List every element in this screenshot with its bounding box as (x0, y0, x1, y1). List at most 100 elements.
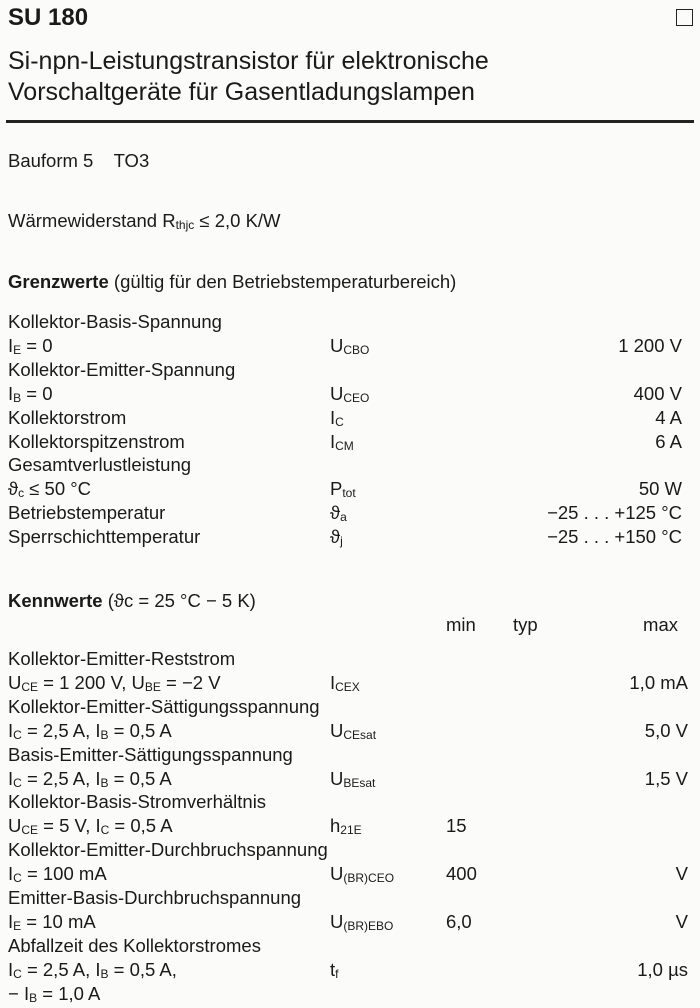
label-text: Emitter-Basis-Durchbruchspannung (8, 887, 302, 908)
label-text: = 100 mA (21, 863, 107, 885)
table-row: IE = 10 mA U(BR)EBO 6,0 V (8, 911, 692, 935)
label-text: = 1 200 V, U (38, 671, 145, 693)
label-text: Gesamtverlustleistung (8, 454, 192, 476)
symbol-sub: j (340, 534, 343, 549)
symbol-text: ϑ (330, 526, 341, 548)
parameter-label: Kollektor-Emitter-Durchbruchspannung (8, 839, 328, 861)
table-row: UCE = 1 200 V, UBE = −2 V ICEX 1,0 mA (8, 672, 692, 696)
symbol: U(BR)EBO (330, 911, 393, 933)
label-sub: B (100, 966, 109, 981)
parameter-label: IC = 2,5 A, IB = 0,5 A (8, 720, 172, 742)
limits-title: Grenzwerte (8, 271, 109, 292)
parameter-label: Betriebstemperatur (8, 502, 165, 524)
table-row: Kollektorspitzenstrom ICM 6 A (8, 431, 692, 455)
label-text: = 0,5 A (109, 815, 173, 837)
label-text: Kollektor-Basis-Spannung (8, 311, 222, 332)
label-text: = 1,0 A (37, 982, 101, 1004)
page-title: Si-npn-Leistungstransistor für elektroni… (8, 46, 489, 108)
max-value: −25 . . . +125 °C (547, 502, 682, 524)
label-text: I (8, 910, 14, 932)
symbol: Ptot (330, 478, 356, 500)
divider (6, 120, 694, 123)
symbol-text: h (330, 815, 341, 837)
table-row: IE = 0 UCBO 1 200 V (8, 335, 692, 359)
col-max: max (643, 614, 678, 635)
table-row: IB = 0 UCEO 400 V (8, 383, 692, 407)
label-text: = 2,5 A, I (21, 719, 101, 741)
label-sub: C (13, 775, 22, 790)
symbol-sub: tot (342, 486, 356, 501)
label-text: Kollektor-Emitter-Reststrom (8, 648, 236, 669)
table-row: Kollektor-Emitter-Sättigungsspannung (8, 696, 692, 720)
thermal-value: ≤ 2,0 K/W (199, 210, 281, 231)
symbol: ICM (330, 431, 354, 453)
label-text: U (8, 815, 22, 837)
package-value: TO3 (113, 150, 150, 171)
symbol-text: U (330, 910, 344, 932)
label-text: = 2,5 A, I (21, 958, 101, 980)
table-row: Gesamtverlustleistung (8, 454, 692, 478)
symbol-sub: (BR)CEO (343, 871, 395, 886)
max-value: 5,0 V (644, 719, 688, 741)
table-row: Kollektor-Basis-Stromverhältnis (8, 791, 692, 815)
label-sub: C (100, 823, 110, 838)
table-row: Betriebstemperatur ϑa −25 . . . +125 °C (8, 502, 692, 526)
label-text: Abfallzeit des Kollektorstromes (8, 934, 261, 956)
table-row: IC = 2,5 A, IB = 0,5 A, tf 1,0 µs (8, 959, 692, 983)
parameter-label: Kollektor-Basis-Spannung (8, 311, 222, 333)
label-sub: B (100, 727, 109, 742)
label-sub: c (18, 486, 25, 501)
symbol: UBEsat (330, 768, 375, 790)
table-row: IC = 100 mA U(BR)CEO 400 V (8, 863, 692, 887)
symbol-sub: f (335, 966, 339, 981)
parameter-label: Abfallzeit des Kollektorstromes (8, 935, 261, 957)
label-text: Betriebstemperatur (8, 502, 166, 524)
col-min: min (446, 614, 476, 635)
table-row: − IB = 1,0 A (8, 983, 692, 1007)
label-sub: B (29, 990, 38, 1005)
label-text: = 0,5 A (108, 767, 172, 789)
symbol-text: I (330, 671, 336, 693)
table-row: Kollektor-Emitter-Durchbruchspannung (8, 839, 692, 863)
label-sub: B (13, 390, 22, 405)
symbol-text: I (330, 406, 336, 428)
limits-heading: Grenzwerte (gültig für den Betriebstempe… (8, 271, 456, 293)
parameter-label: Sperrschichttemperatur (8, 526, 200, 548)
label-text: Kollektorstrom (8, 406, 127, 428)
label-text: Kollektor-Emitter-Spannung (8, 358, 236, 380)
label-text: = −2 V (160, 671, 221, 693)
symbol-sub: (BR)EBO (343, 918, 394, 933)
label-text: ≤ 50 °C (24, 478, 92, 500)
label-text: Sperrschichttemperatur (8, 526, 201, 548)
limits-note: (gültig für den Betriebstemperaturbereic… (113, 271, 457, 292)
label-text: = 0,5 A (108, 719, 172, 741)
parameter-label: Basis-Emitter-Sättigungsspannung (8, 744, 293, 766)
package-info: Bauform 5 TO3 (8, 150, 149, 172)
symbol-text: ϑ (330, 502, 341, 524)
symbol: UCBO (330, 335, 369, 357)
label-text: I (8, 958, 14, 980)
max-value: 1,5 V (644, 767, 688, 789)
parameter-label: Kollektor-Basis-Stromverhältnis (8, 791, 266, 813)
symbol-sub: CEO (343, 390, 370, 405)
symbol-sub: CEsat (343, 727, 377, 742)
table-row: Sperrschichttemperatur ϑj −25 . . . +150 °… (8, 526, 692, 550)
symbol: ϑj (330, 526, 343, 548)
package-label: Bauform 5 (8, 150, 94, 171)
checkbox[interactable] (676, 9, 693, 26)
label-text: = 2,5 A, I (21, 767, 101, 789)
parameter-label: IC = 2,5 A, IB = 0,5 A (8, 768, 172, 790)
label-text: = 0 (21, 334, 53, 356)
symbol-sub: C (335, 414, 344, 429)
table-row: Kollektor-Emitter-Spannung (8, 359, 692, 383)
label-text: Kollektorspitzenstrom (8, 430, 185, 452)
table-row: ϑc ≤ 50 °C Ptot 50 W (8, 478, 692, 502)
label-sub: C (13, 966, 22, 981)
label-sub: C (13, 727, 22, 742)
parameter-label: IE = 0 (8, 335, 53, 357)
max-value: 400 V (633, 382, 682, 404)
label-text: Kollektor-Emitter-Durchbruchspannung (8, 839, 328, 861)
label-sub: CE (21, 823, 39, 838)
max-value: 1,0 µs (637, 958, 688, 980)
label-sub: BE (144, 679, 161, 694)
